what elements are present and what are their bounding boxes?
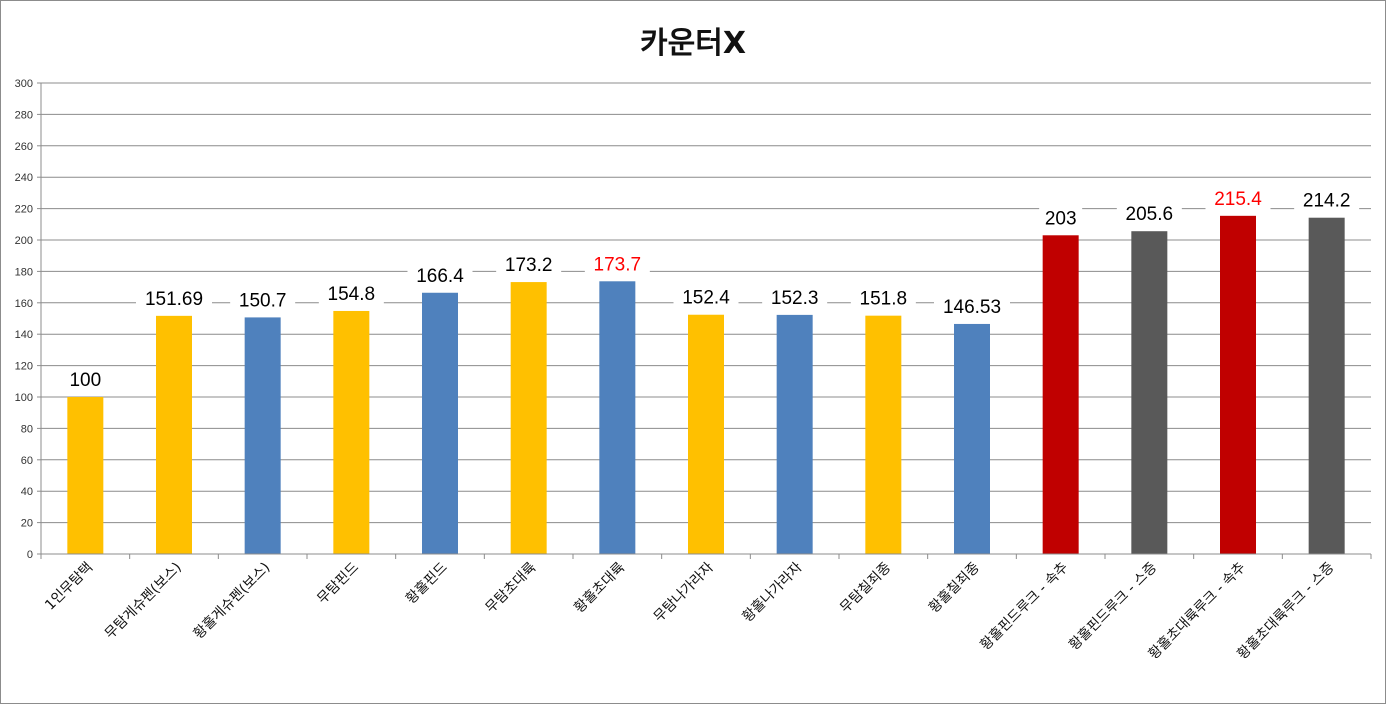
y-tick-label: 160 [15,298,33,310]
x-tick-label: 황홀초대륙루크 - 속추 [1146,559,1249,662]
bar [67,397,104,554]
data-label: 173.7 [594,254,642,275]
y-tick-label: 140 [15,329,33,341]
y-tick-label: 300 [15,78,33,90]
x-tick-label: 황홀핀드루크 - 속추 [977,559,1071,653]
data-label-background [584,251,650,276]
chart-title: 카운터X [640,26,746,61]
data-label-background [136,285,212,310]
bar [422,292,458,554]
bar [244,317,281,554]
data-label-background [850,285,916,310]
bar [954,323,990,554]
y-tick-label: 180 [15,266,33,278]
x-tick-label: 황홀핀드 [403,559,451,607]
bar [1308,217,1345,554]
y-tick-label: 40 [21,486,33,498]
x-tick-label: 무탐칠죄종 [837,559,894,616]
data-label: 166.4 [416,266,464,287]
bar [1042,235,1079,555]
data-label-background [1205,185,1271,210]
x-tick-label: 무탐핀드 [314,559,362,607]
x-tick-label: 황홀핀드루크 - 스증 [1066,559,1160,653]
data-label: 203 [1045,208,1077,229]
data-label: 100 [69,370,101,391]
x-tick-label: 무탐게슈펜(보스) [102,560,185,643]
bar [1131,231,1168,554]
y-tick-label: 200 [15,235,33,247]
data-label: 154.8 [328,284,376,305]
x-tick-label: 황홀나가라자 [740,559,806,625]
bar [688,314,724,554]
x-tick-label: 무탐초대륙 [483,559,540,616]
y-tick-label: 80 [21,423,33,435]
data-label: 173.2 [505,255,553,276]
data-label: 215.4 [1214,189,1262,210]
bar [865,315,902,554]
y-tick-label: 60 [21,455,33,467]
bars [67,215,1345,555]
x-tick-label: 황홀칠죄종 [926,559,983,616]
data-label-background [230,287,296,312]
data-label: 146.53 [943,297,1001,318]
data-label: 152.4 [682,288,730,309]
bar [333,310,370,554]
data-label-background [63,367,107,391]
y-tick-label: 260 [15,141,33,153]
data-label-background [934,293,1010,318]
x-tick-label: 황홀초대륙 [571,559,628,616]
x-tick-label: 1인무탐택 [42,560,96,614]
bar [510,282,547,554]
data-label-background [1116,201,1182,226]
y-tick-label: 240 [15,172,33,184]
data-label-background [673,284,739,309]
bar [776,314,813,554]
y-tick-label: 100 [15,392,33,404]
y-tick-label: 20 [21,518,33,530]
x-tick-label: 무탐나가라자 [651,559,717,625]
x-tick-label: 황홀게슈펜(보스) [191,560,274,643]
data-label-background [1039,205,1083,230]
y-axis-ticks: 0 20 40 60 80 100 120 140 160 180 200 220 240 260 280 3… [15,78,41,561]
data-labels: 100 151.69 150.7 154.8 166.4 173.2 173.7 152.4 1… [63,185,1360,391]
data-label: 214.2 [1303,191,1351,212]
x-tick-label: 황홀초대륙루크 - 스증 [1234,559,1337,662]
bar [156,315,192,554]
data-label: 152.3 [771,288,819,309]
x-axis-labels: 1인무탐택 무탐게슈펜(보스) 황홀게슈펜(보스) 무탐핀드 황홀핀드 무탐초대륙 황홀초대… [40,554,1372,663]
data-label: 151.8 [860,289,908,310]
y-tick-label: 280 [15,109,33,121]
bar [1220,215,1256,554]
y-tick-label: 220 [15,204,33,216]
data-label-background [762,284,828,309]
data-label: 151.69 [145,289,203,310]
data-label-background [318,280,384,305]
y-tick-label: 0 [27,549,33,561]
data-label: 150.7 [239,290,287,311]
data-label: 205.6 [1126,204,1174,225]
data-label-background [496,252,562,277]
y-tick-label: 120 [15,361,33,373]
data-label-background [407,262,473,287]
data-label-background [1294,187,1360,212]
bar [599,281,636,554]
